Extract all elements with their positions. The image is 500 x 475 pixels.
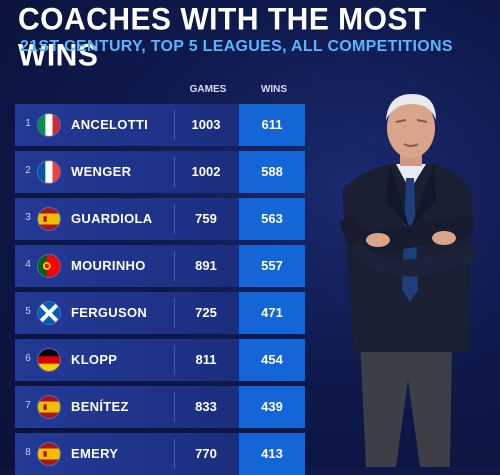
divider — [174, 204, 175, 234]
games-value: 891 — [195, 258, 217, 273]
page-subtitle: 21ST CENTURY, TOP 5 LEAGUES, ALL COMPETI… — [20, 38, 453, 55]
table-row: 5 FERGUSON 725 471 — [15, 292, 305, 334]
coach-name: FERGUSON — [71, 305, 148, 320]
coach-name: BENÍTEZ — [71, 399, 129, 414]
wins-cell — [239, 104, 305, 146]
coach-name: WENGER — [71, 164, 132, 179]
coach-name: ANCELOTTI — [71, 117, 149, 132]
scotland-flag-icon — [38, 302, 60, 324]
divider — [174, 439, 175, 469]
wins-cell — [239, 292, 305, 334]
games-value: 770 — [195, 446, 217, 461]
divider — [174, 345, 175, 375]
portugal-flag-icon — [38, 255, 60, 277]
coach-name: EMERY — [71, 446, 119, 461]
table-row: 4 MOURINHO 891 557 — [15, 245, 305, 287]
divider — [174, 251, 175, 281]
rank-number: 1 — [25, 118, 31, 129]
coach-name: GUARDIOLA — [71, 211, 153, 226]
wins-cell — [239, 245, 305, 287]
rank-number: 6 — [25, 353, 31, 364]
table-row: 8 EMERY 770 413 — [15, 433, 305, 475]
germany-flag-icon — [38, 349, 60, 371]
wins-cell — [239, 198, 305, 240]
games-column-header: GAMES — [189, 84, 227, 95]
wins-column-header: WINS — [260, 84, 288, 95]
table-row: 2 WENGER 1002 588 — [15, 151, 305, 193]
wins-cell — [239, 339, 305, 381]
games-value: 725 — [195, 305, 217, 320]
rank-number: 4 — [25, 259, 31, 270]
spain-flag-icon — [38, 396, 60, 418]
divider — [174, 298, 175, 328]
spain-flag-icon — [38, 443, 60, 465]
spain-flag-icon — [38, 208, 60, 230]
wins-value: 471 — [261, 305, 283, 320]
wins-value: 557 — [261, 258, 283, 273]
games-value: 759 — [195, 211, 217, 226]
divider — [174, 157, 175, 187]
page-title: COACHES WITH THE MOST WINS — [18, 2, 427, 73]
wins-value: 454 — [261, 352, 283, 367]
rank-number: 8 — [25, 447, 31, 458]
games-value: 1003 — [191, 117, 221, 132]
wins-cell — [239, 151, 305, 193]
wins-value: 439 — [261, 399, 283, 414]
table-row: 1 ANCELOTTI 1003 611 — [15, 104, 305, 146]
wins-value: 413 — [261, 446, 283, 461]
wins-cell — [239, 386, 305, 428]
wins-value: 611 — [261, 117, 283, 132]
wins-value: 563 — [261, 211, 283, 226]
rank-number: 3 — [25, 212, 31, 223]
rank-number: 5 — [25, 306, 31, 317]
france-flag-icon — [38, 161, 60, 183]
games-value: 811 — [195, 352, 217, 367]
games-value: 833 — [195, 399, 217, 414]
divider — [174, 392, 175, 422]
wins-value: 588 — [261, 164, 283, 179]
games-value: 1002 — [191, 164, 221, 179]
italy-flag-icon — [38, 114, 60, 136]
rank-number: 2 — [25, 165, 31, 176]
table-row: 7 BENÍTEZ 833 439 — [15, 386, 305, 428]
coach-photo — [322, 90, 500, 467]
table-row: 3 GUARDIOLA 759 563 — [15, 198, 305, 240]
coach-name: KLOPP — [71, 352, 118, 367]
table-row: 6 KLOPP 811 454 — [15, 339, 305, 381]
rank-number: 7 — [25, 400, 31, 411]
coach-name: MOURINHO — [71, 258, 146, 273]
divider — [174, 110, 175, 140]
